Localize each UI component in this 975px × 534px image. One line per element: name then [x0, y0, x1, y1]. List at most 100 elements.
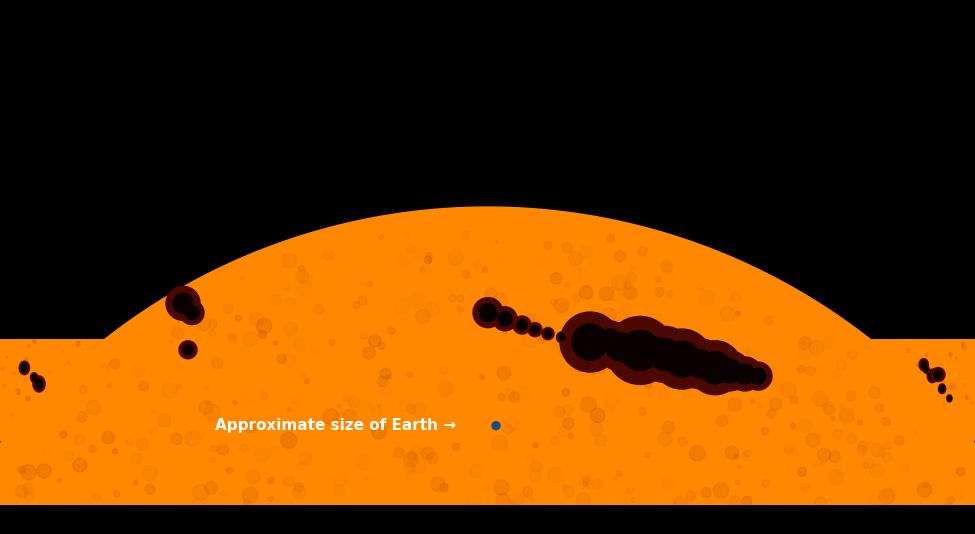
Circle shape — [168, 383, 171, 387]
Circle shape — [238, 393, 240, 396]
Polygon shape — [780, 107, 975, 459]
Circle shape — [927, 359, 931, 364]
Circle shape — [601, 308, 616, 323]
Circle shape — [528, 323, 542, 336]
Circle shape — [961, 342, 963, 345]
Circle shape — [495, 258, 502, 265]
Circle shape — [876, 404, 884, 412]
Circle shape — [81, 344, 84, 348]
Circle shape — [243, 487, 257, 502]
Circle shape — [428, 388, 440, 403]
Circle shape — [425, 374, 429, 379]
Circle shape — [529, 470, 541, 482]
Circle shape — [733, 454, 739, 459]
Circle shape — [763, 316, 773, 325]
Circle shape — [638, 331, 672, 364]
Circle shape — [406, 473, 416, 484]
Circle shape — [606, 333, 634, 360]
Circle shape — [48, 371, 50, 375]
Circle shape — [721, 423, 722, 426]
Circle shape — [784, 396, 789, 402]
Circle shape — [961, 343, 965, 348]
Circle shape — [273, 346, 275, 348]
Circle shape — [746, 350, 751, 356]
Circle shape — [367, 281, 372, 287]
Circle shape — [421, 447, 434, 459]
Circle shape — [694, 439, 697, 444]
Circle shape — [426, 347, 428, 350]
Circle shape — [375, 407, 379, 413]
Circle shape — [631, 265, 635, 270]
Circle shape — [56, 392, 58, 395]
Circle shape — [473, 297, 503, 327]
Circle shape — [581, 380, 584, 383]
Circle shape — [425, 350, 429, 356]
Circle shape — [667, 368, 674, 378]
Circle shape — [104, 405, 107, 409]
Circle shape — [573, 341, 581, 348]
Circle shape — [198, 351, 202, 357]
Circle shape — [517, 320, 527, 330]
Circle shape — [47, 394, 56, 406]
Circle shape — [285, 297, 295, 309]
Circle shape — [907, 348, 910, 353]
Circle shape — [582, 476, 590, 484]
Circle shape — [556, 389, 563, 398]
Circle shape — [211, 457, 215, 462]
Circle shape — [74, 435, 85, 445]
Circle shape — [655, 276, 661, 282]
Circle shape — [1, 366, 4, 371]
Circle shape — [572, 324, 608, 360]
Circle shape — [146, 436, 147, 438]
Circle shape — [956, 358, 957, 359]
Text: 3/29/01: 3/29/01 — [394, 509, 459, 524]
Circle shape — [939, 352, 943, 357]
Circle shape — [535, 362, 542, 371]
Circle shape — [591, 408, 604, 422]
Circle shape — [922, 341, 923, 343]
Circle shape — [706, 404, 711, 410]
Circle shape — [227, 442, 229, 445]
Circle shape — [613, 477, 618, 482]
Circle shape — [970, 402, 973, 404]
Circle shape — [631, 436, 634, 441]
Circle shape — [408, 452, 416, 460]
Circle shape — [89, 445, 97, 453]
Circle shape — [298, 337, 302, 343]
Circle shape — [233, 400, 237, 405]
Circle shape — [207, 417, 214, 425]
Circle shape — [795, 367, 801, 375]
Circle shape — [658, 389, 670, 400]
Circle shape — [205, 482, 217, 494]
Circle shape — [448, 250, 463, 265]
Circle shape — [559, 334, 565, 340]
Circle shape — [870, 464, 884, 478]
Circle shape — [801, 448, 804, 452]
Circle shape — [801, 414, 805, 420]
Circle shape — [741, 385, 745, 390]
Circle shape — [404, 461, 415, 473]
Circle shape — [97, 427, 99, 430]
Circle shape — [566, 402, 570, 408]
Circle shape — [901, 462, 910, 471]
Circle shape — [179, 341, 197, 359]
Circle shape — [921, 361, 926, 368]
Circle shape — [448, 362, 450, 365]
Circle shape — [568, 252, 582, 265]
Circle shape — [744, 399, 746, 403]
Circle shape — [554, 406, 565, 418]
Circle shape — [783, 354, 784, 355]
Circle shape — [870, 495, 880, 506]
Circle shape — [173, 388, 176, 392]
Circle shape — [303, 422, 306, 426]
Circle shape — [240, 276, 244, 280]
Circle shape — [573, 413, 577, 419]
Circle shape — [592, 321, 628, 357]
Circle shape — [949, 352, 952, 357]
Circle shape — [40, 402, 42, 405]
Circle shape — [344, 417, 347, 420]
Circle shape — [551, 299, 557, 305]
Circle shape — [624, 287, 638, 300]
Circle shape — [829, 451, 840, 462]
Circle shape — [375, 410, 377, 412]
